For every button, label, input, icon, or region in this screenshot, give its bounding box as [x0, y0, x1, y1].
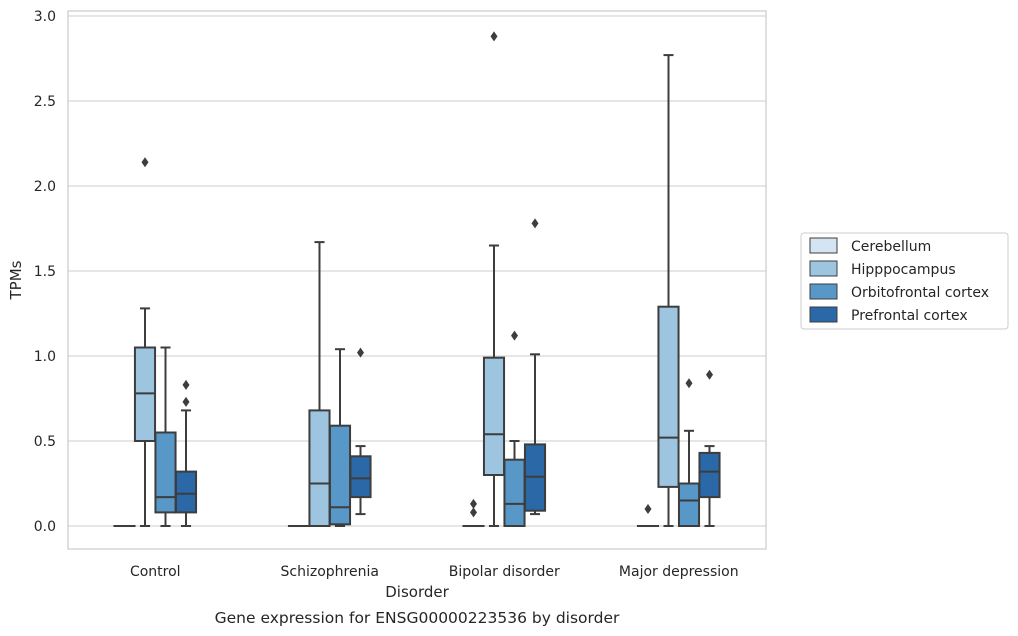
x-tick-label: Schizophrenia [281, 564, 379, 580]
box-iqr [698, 451, 721, 499]
box-iqr [657, 305, 680, 488]
outlier-point [141, 157, 149, 168]
legend-item: Cerebellum [809, 237, 931, 255]
legend-label: Hipppocampus [851, 262, 956, 278]
box-prefrontal-cortex [349, 347, 372, 516]
outlier-point [182, 379, 190, 390]
outlier-point [644, 504, 652, 514]
x-tick-label: Major depression [619, 564, 739, 580]
legend: Cerebellum Hipppocampus Orbitofrontal cort… [800, 232, 1009, 330]
y-axis-title: TPMs [7, 260, 25, 300]
legend-frame [800, 232, 1009, 330]
legend-swatch [809, 306, 838, 323]
plot-area-frame [67, 10, 767, 550]
box-iqr [482, 356, 506, 477]
box-series [113, 31, 721, 528]
outlier-point [182, 396, 190, 407]
y-tick-label: 1.5 [34, 264, 56, 280]
box-iqr [677, 482, 701, 527]
outlier-point [469, 498, 477, 509]
box-hipppocampus [657, 54, 680, 527]
box-orbitofrontal-cortex [503, 330, 526, 528]
y-tick-label: 2.5 [34, 94, 56, 110]
x-tick-label: Control [130, 564, 181, 580]
box-orbitofrontal-cortex [154, 346, 177, 527]
legend-label: Cerebellum [851, 239, 931, 255]
legend-item: Orbitofrontal cortex [809, 283, 989, 301]
outlier-point [490, 31, 498, 42]
outlier-point [685, 378, 693, 389]
box-iqr [308, 409, 331, 527]
outlier-point [357, 347, 365, 358]
box-iqr [503, 458, 526, 528]
legend-swatch [809, 283, 838, 300]
box-cerebellum [636, 504, 660, 528]
legend-swatch [809, 260, 838, 277]
box-prefrontal-cortex [174, 379, 198, 527]
outlier-point [469, 507, 477, 518]
x-tick-labels: Control Schizophrenia Bipolar disorder Majo… [130, 564, 739, 580]
box-prefrontal-cortex [698, 369, 721, 527]
x-axis-title: Disorder [385, 583, 449, 601]
box-hipppocampus [308, 241, 331, 527]
legend-label: Prefrontal cortex [851, 308, 968, 324]
box-iqr [174, 470, 198, 514]
outlier-point [511, 330, 519, 341]
box-iqr [328, 424, 352, 526]
y-tick-label: 0.0 [34, 519, 56, 535]
box-iqr [154, 431, 177, 514]
chart-caption: Gene expression for ENSG00000223536 by d… [215, 609, 620, 627]
box-cerebellum [462, 498, 485, 528]
outlier-point [706, 369, 714, 380]
y-tick-label: 1.0 [34, 349, 56, 365]
box-prefrontal-cortex [523, 218, 547, 516]
legend-label: Orbitofrontal cortex [851, 285, 989, 301]
legend-item: Prefrontal cortex [809, 306, 968, 324]
box-hipppocampus [482, 31, 506, 527]
y-tick-label: 3.0 [34, 9, 56, 25]
y-tick-label: 0.5 [34, 434, 56, 450]
x-tick-label: Bipolar disorder [449, 564, 560, 580]
legend-item: Hipppocampus [809, 260, 956, 278]
y-tick-labels: 0.0 0.5 1.0 1.5 2.0 2.5 3.0 [34, 9, 56, 535]
legend-swatch [809, 237, 838, 254]
y-tick-label: 2.0 [34, 179, 56, 195]
box-iqr [349, 455, 372, 499]
box-hipppocampus [133, 157, 157, 527]
box-orbitofrontal-cortex [677, 378, 701, 527]
outlier-point [531, 218, 539, 229]
